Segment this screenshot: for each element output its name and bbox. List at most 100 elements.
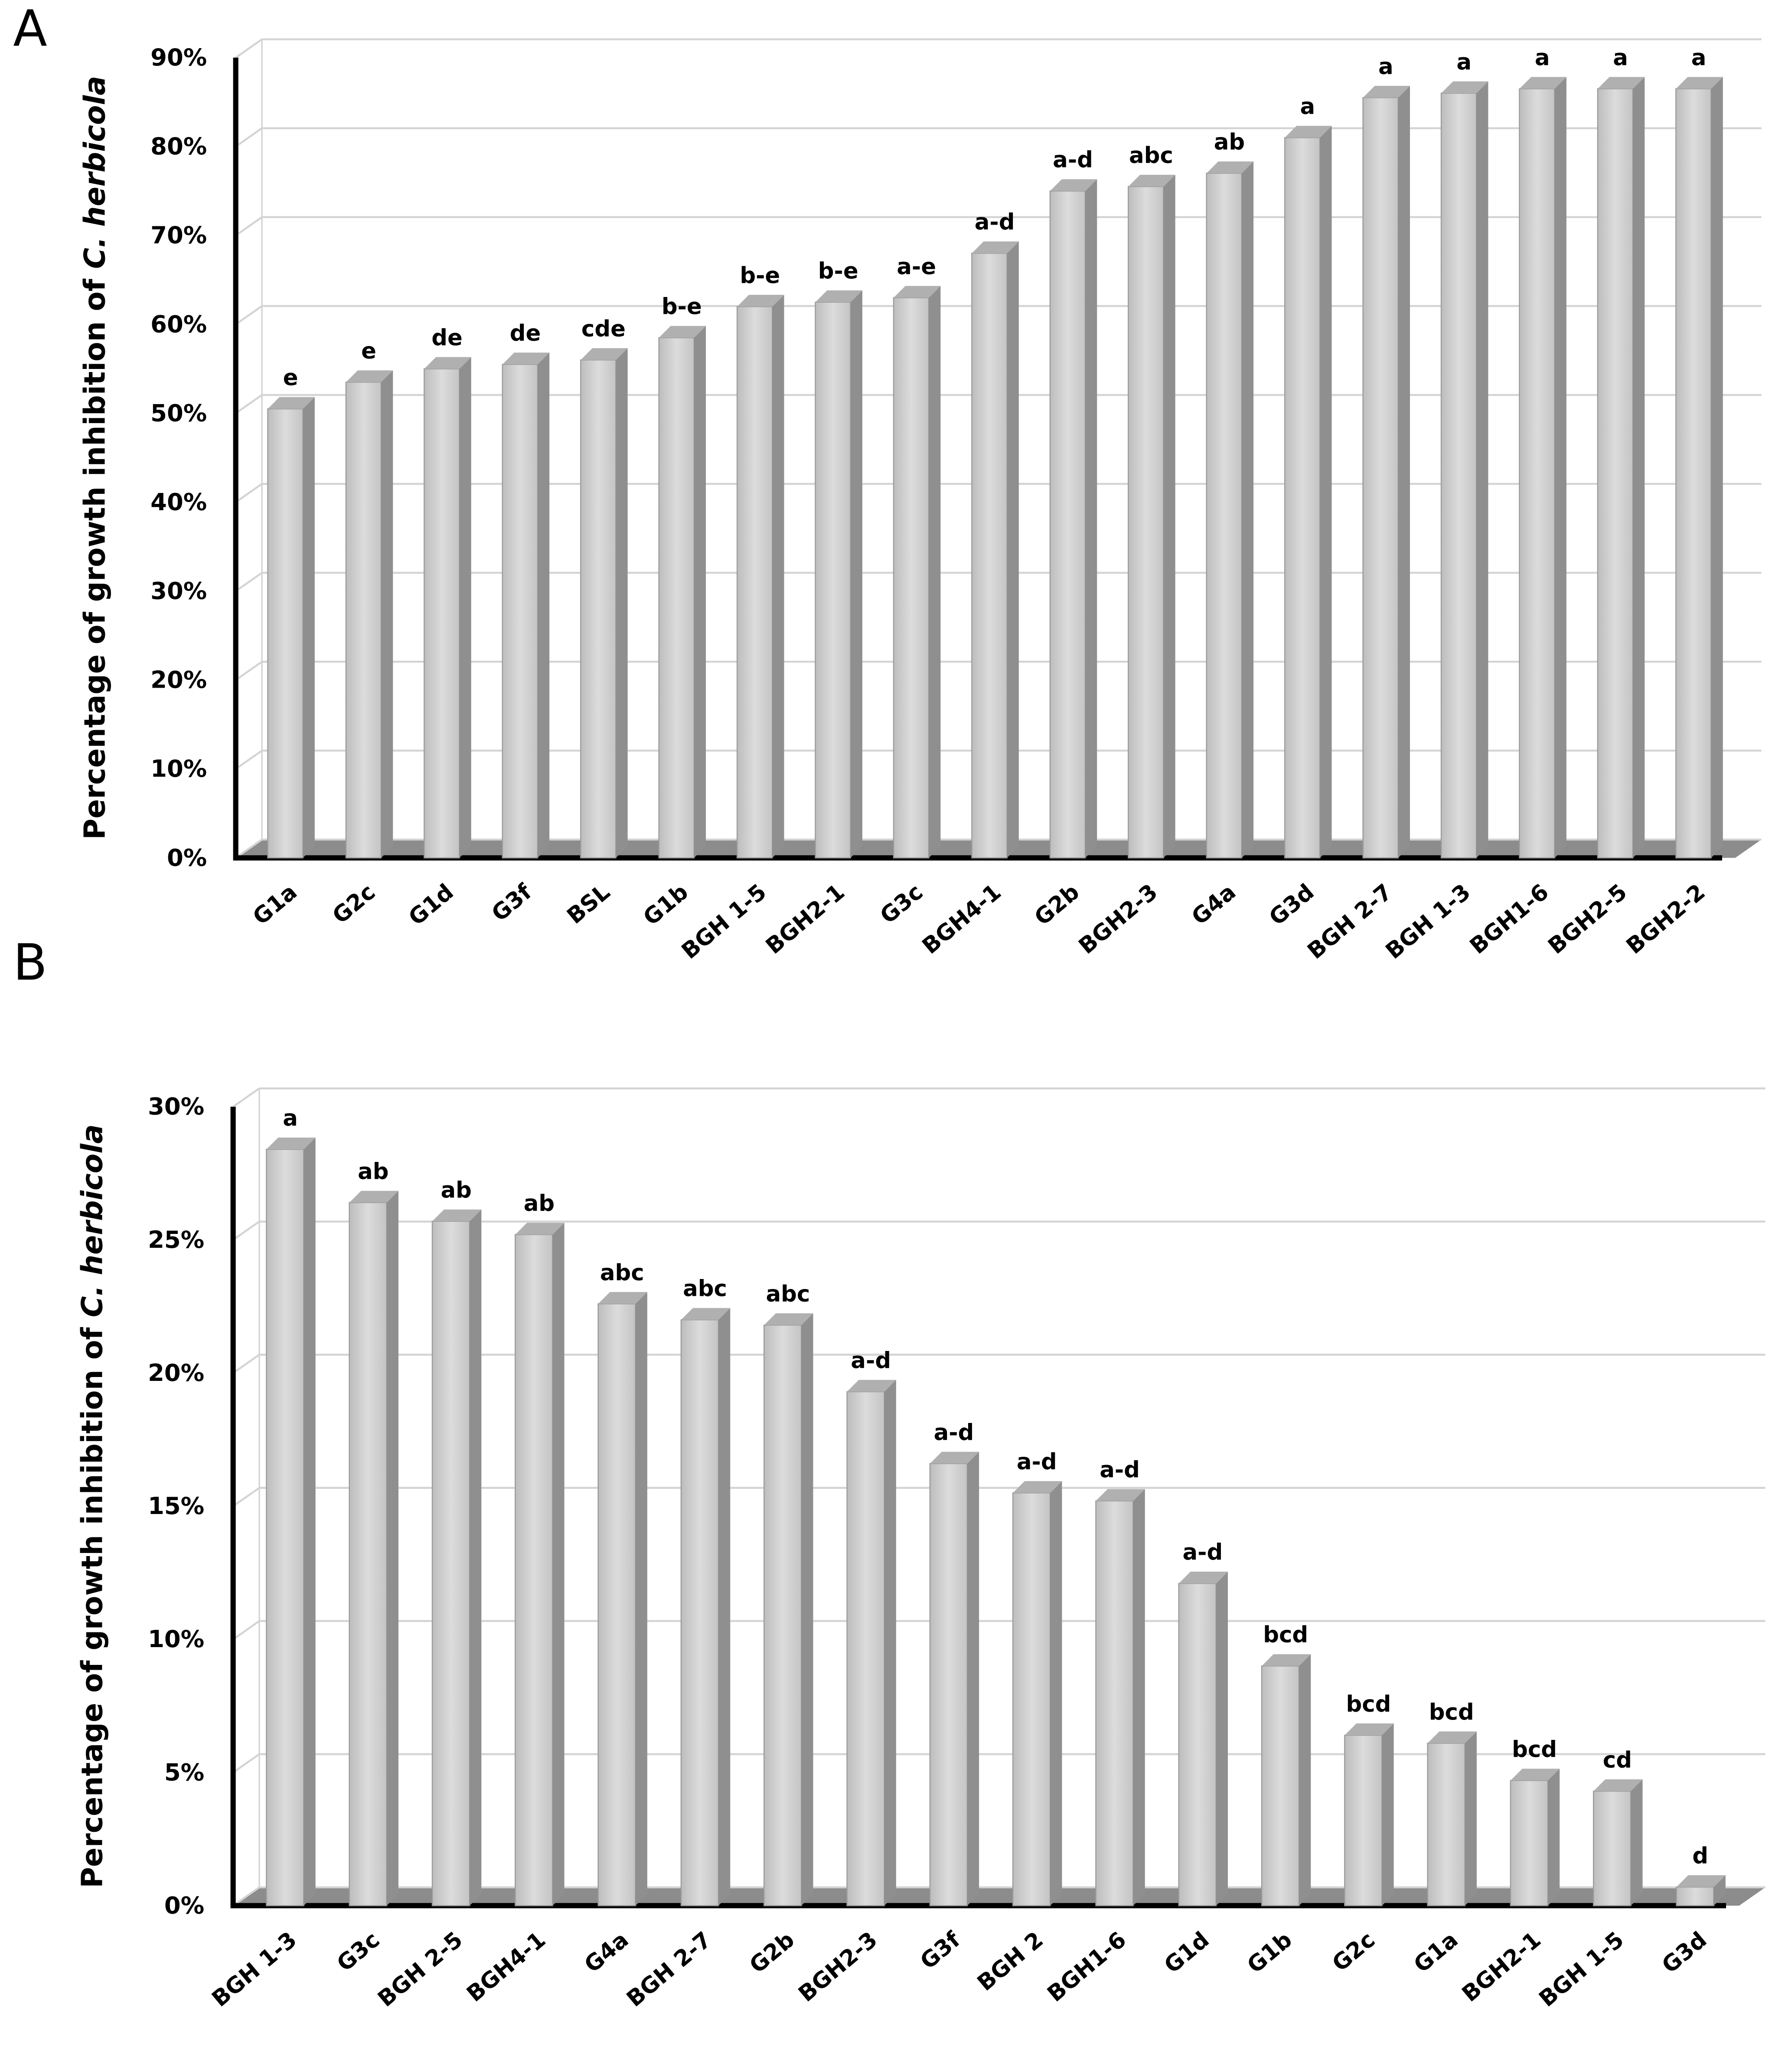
y-axis-label: Percentage of growth inhibition of C. he… — [75, 1124, 109, 1888]
x-tick-label: G3c — [875, 879, 928, 929]
bar-top — [1285, 126, 1332, 138]
x-tick-label: BGH 1-5 — [677, 879, 771, 964]
y-tick-label: 70% — [150, 222, 207, 249]
x-tick-label: G3c — [332, 1927, 385, 1977]
significance-letter: ab — [358, 1158, 388, 1184]
y-tick-label: 25% — [148, 1226, 204, 1253]
significance-letter: bcd — [1263, 1622, 1308, 1648]
bar — [1012, 1492, 1051, 1906]
x-tick-label: G3f — [915, 1927, 966, 1975]
x-tick-label: BGH2-1 — [761, 879, 850, 959]
x-tick-label: BSL — [562, 879, 615, 929]
bar — [597, 1303, 636, 1906]
bar-top — [1519, 77, 1566, 89]
bar-top — [1262, 1654, 1311, 1666]
bar-side — [616, 348, 628, 858]
bar-side — [459, 357, 471, 858]
significance-letter: abc — [600, 1260, 644, 1286]
x-tick-label: BGH2-2 — [1622, 879, 1710, 959]
bar-top — [1128, 175, 1175, 187]
bar-side — [635, 1292, 647, 1906]
bar — [1095, 1500, 1134, 1906]
bar-top — [432, 1209, 482, 1221]
grid-diagonal — [232, 1753, 260, 1774]
panel-label: A — [13, 0, 47, 58]
grid-diagonal — [235, 839, 263, 859]
bar-side — [537, 352, 550, 858]
y-axis-label: Percentage of growth inhibition of C. he… — [78, 76, 112, 840]
bar-top — [1206, 161, 1254, 173]
bar-side — [1133, 1489, 1145, 1906]
bar-side — [1398, 86, 1410, 858]
y-tick-label: 10% — [150, 755, 207, 783]
x-tick-label: G3f — [487, 879, 537, 927]
significance-letter: a — [1535, 45, 1550, 71]
significance-letter: abc — [766, 1281, 810, 1307]
y-tick-label: 20% — [148, 1359, 204, 1387]
x-tick-label: BGH 2-7 — [1302, 879, 1397, 964]
grid-diagonal — [235, 127, 263, 147]
bar-top — [502, 352, 550, 365]
bar-top — [268, 397, 315, 409]
bar — [266, 1149, 304, 1906]
significance-letter: bcd — [1346, 1691, 1391, 1717]
significance-letter: d — [1692, 1843, 1708, 1869]
x-tick-label: G1b — [638, 879, 693, 931]
bar-top — [346, 370, 393, 382]
y-tick-label: 15% — [148, 1492, 204, 1520]
bar — [502, 364, 538, 858]
significance-letter: e — [361, 338, 376, 364]
bar-top — [1441, 81, 1488, 93]
x-tick-label: G1d — [1159, 1927, 1214, 1979]
bar-top — [930, 1452, 979, 1464]
bar — [349, 1202, 388, 1906]
bar-top — [815, 290, 862, 302]
bar — [1675, 88, 1712, 858]
bar-top — [515, 1223, 565, 1235]
bar-side — [1163, 175, 1175, 858]
bar — [345, 382, 382, 858]
bar-side — [1050, 1481, 1062, 1906]
bar-top — [972, 241, 1019, 254]
grid-diagonal — [232, 1620, 260, 1640]
bar-side — [1241, 161, 1254, 858]
significance-letter: b-e — [740, 263, 780, 289]
grid-diagonal — [235, 38, 263, 59]
significance-letter: abc — [1129, 143, 1173, 169]
bar-side — [1548, 1769, 1560, 1906]
bar-side — [850, 290, 862, 858]
bar-top — [1013, 1481, 1062, 1493]
bar-side — [1320, 126, 1332, 858]
y-tick-label: 20% — [150, 666, 207, 694]
significance-letter: a — [1613, 45, 1628, 71]
bar-side — [1554, 77, 1566, 858]
bar-side — [381, 370, 393, 858]
bar — [267, 408, 303, 858]
bar-side — [1713, 1875, 1726, 1906]
x-tick-label: BGH4-1 — [917, 879, 1006, 959]
bar-top — [1178, 1571, 1228, 1584]
bar-side — [772, 294, 784, 858]
bar-side — [1711, 77, 1723, 858]
grid-diagonal — [232, 1354, 260, 1374]
y-tick-label: 30% — [148, 1093, 204, 1120]
bar — [680, 1319, 719, 1906]
bar-side — [884, 1380, 896, 1906]
grid-diagonal — [235, 750, 263, 770]
significance-letter: cde — [581, 316, 626, 342]
bar — [515, 1234, 553, 1906]
grid-diagonal — [232, 1220, 260, 1241]
y-axis-label-part: Percentage of growth inhibition of — [75, 1317, 109, 1888]
bar-side — [1465, 1731, 1477, 1906]
bar — [658, 337, 695, 858]
bar-side — [1382, 1723, 1394, 1906]
bar-side — [470, 1209, 482, 1906]
significance-letter: a — [1378, 54, 1393, 80]
y-tick-label: 40% — [150, 488, 207, 516]
x-tick-label: G2c — [328, 879, 381, 929]
x-tick-label: G4a — [1187, 879, 1241, 930]
significance-letter: a-d — [851, 1348, 891, 1374]
bar-top — [424, 357, 471, 369]
significance-letter: de — [431, 325, 463, 351]
